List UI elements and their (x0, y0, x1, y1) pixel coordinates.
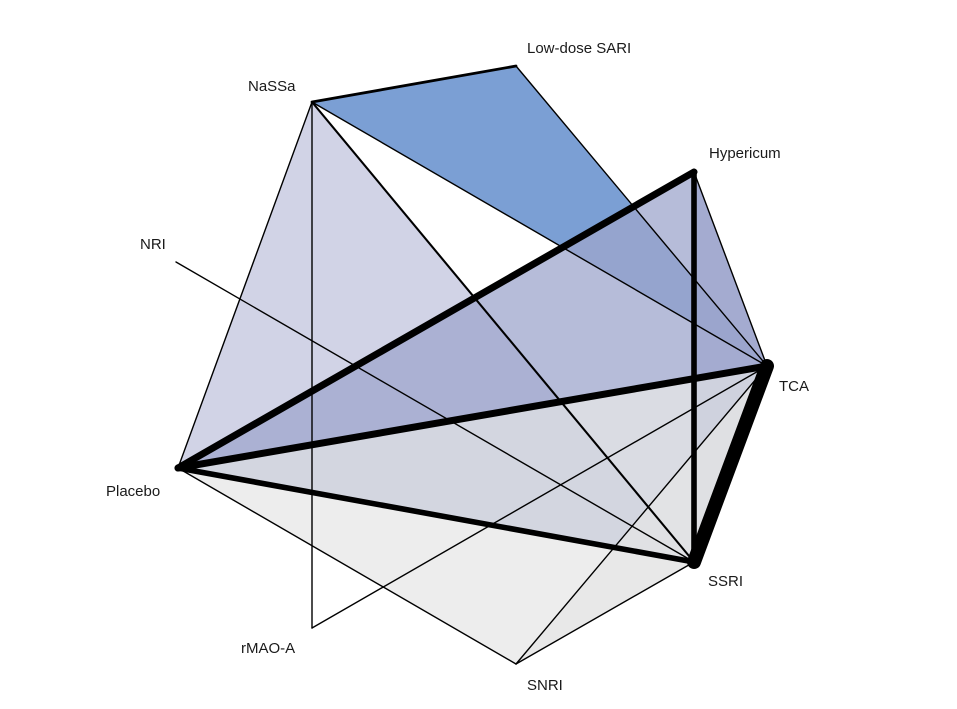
edge-hypericum-tca (693, 171, 768, 367)
node-ssri (687, 555, 701, 569)
edge-tca-ssri (687, 359, 774, 569)
edges-layer (174, 64, 774, 665)
triangle-hypericum-placebo-tca (178, 172, 767, 468)
node-label-placebo: Placebo (106, 483, 160, 500)
node-placebo (174, 464, 182, 472)
edge-placebo-tca (174, 362, 771, 472)
node-label-snri: SNRI (527, 677, 563, 694)
node-tca (760, 359, 774, 373)
labels-layer: Low-dose SARI NaSSa Hypericum NRI TCA Pl… (106, 40, 809, 694)
edge-nri-ssri (175, 261, 695, 563)
edge-tca-snri (515, 365, 768, 665)
node-label-rmaoa: rMAO-A (241, 640, 295, 657)
node-hypericum (690, 168, 698, 176)
edge-hypericum-placebo (174, 168, 698, 472)
node-label-nri: NRI (140, 236, 166, 253)
edge-low_dose_sari-tca (515, 65, 768, 367)
edge-placebo-snri (177, 467, 517, 665)
edge-nassa-ssri (310, 100, 696, 564)
edge-nassa-low_dose_sari (310, 64, 518, 104)
nodes-layer (174, 168, 774, 569)
node-label-low-dose-sari: Low-dose SARI (527, 40, 631, 57)
edge-tca-rmaoa (311, 365, 768, 629)
edge-ssri-snri (515, 561, 695, 665)
node-label-tca: TCA (779, 378, 809, 395)
edge-nassa-placebo (177, 101, 313, 469)
node-label-hypericum: Hypericum (709, 145, 781, 162)
triangles-layer (178, 66, 767, 664)
triangle-placebo-tca-ssri (178, 366, 767, 562)
edge-placebo-ssri (175, 465, 697, 565)
node-label-ssri: SSRI (708, 573, 743, 590)
edge-nassa-tca (311, 101, 768, 367)
node-label-nassa: NaSSa (248, 78, 296, 95)
